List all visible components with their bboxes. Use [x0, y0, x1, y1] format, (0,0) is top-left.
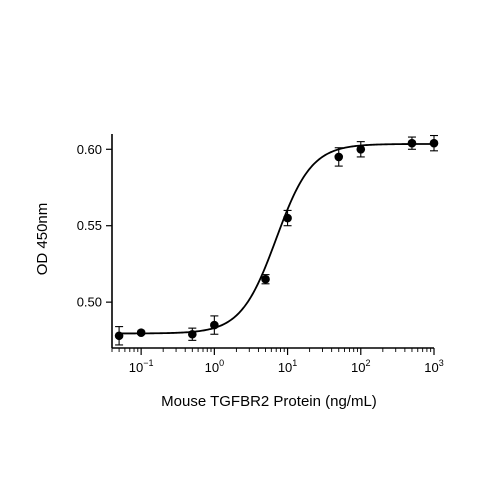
y-axis-ticks: 0.50 0.55 0.60 [77, 142, 112, 310]
y-tick-label: 0.50 [77, 295, 102, 310]
data-point [429, 134, 439, 152]
data-point [283, 209, 292, 227]
fit-curve [119, 143, 434, 335]
point-marker [188, 329, 197, 339]
point-marker [429, 138, 439, 148]
point-marker [136, 328, 146, 338]
data-point [188, 327, 197, 341]
point-marker [407, 138, 417, 148]
point-marker [283, 213, 292, 223]
data-point [136, 328, 146, 338]
x-axis-title: Mouse TGFBR2 Protein (ng/mL) [161, 393, 377, 410]
point-marker [356, 144, 366, 154]
y-tick-label: 0.60 [77, 142, 102, 157]
y-tick-label: 0.55 [77, 218, 102, 233]
data-point [114, 326, 124, 346]
x-tick-label: 100 [205, 358, 224, 375]
data-point [334, 147, 344, 167]
data-point [261, 274, 270, 285]
data-point [210, 315, 219, 335]
x-tick-label: 10−1 [129, 358, 154, 375]
x-tick-label: 102 [351, 358, 370, 375]
data-point [356, 141, 366, 158]
data-points [114, 134, 439, 346]
x-axis-ticks: 10−1 100 101 102 103 [111, 348, 444, 375]
point-marker [261, 274, 270, 284]
point-marker [114, 331, 124, 341]
data-point [407, 136, 417, 150]
point-marker [334, 152, 344, 162]
point-marker [210, 320, 219, 330]
y-axis-title: OD 450nm [34, 203, 51, 276]
x-tick-label: 103 [424, 358, 443, 375]
axes [111, 134, 434, 349]
x-tick-label: 101 [278, 358, 297, 375]
